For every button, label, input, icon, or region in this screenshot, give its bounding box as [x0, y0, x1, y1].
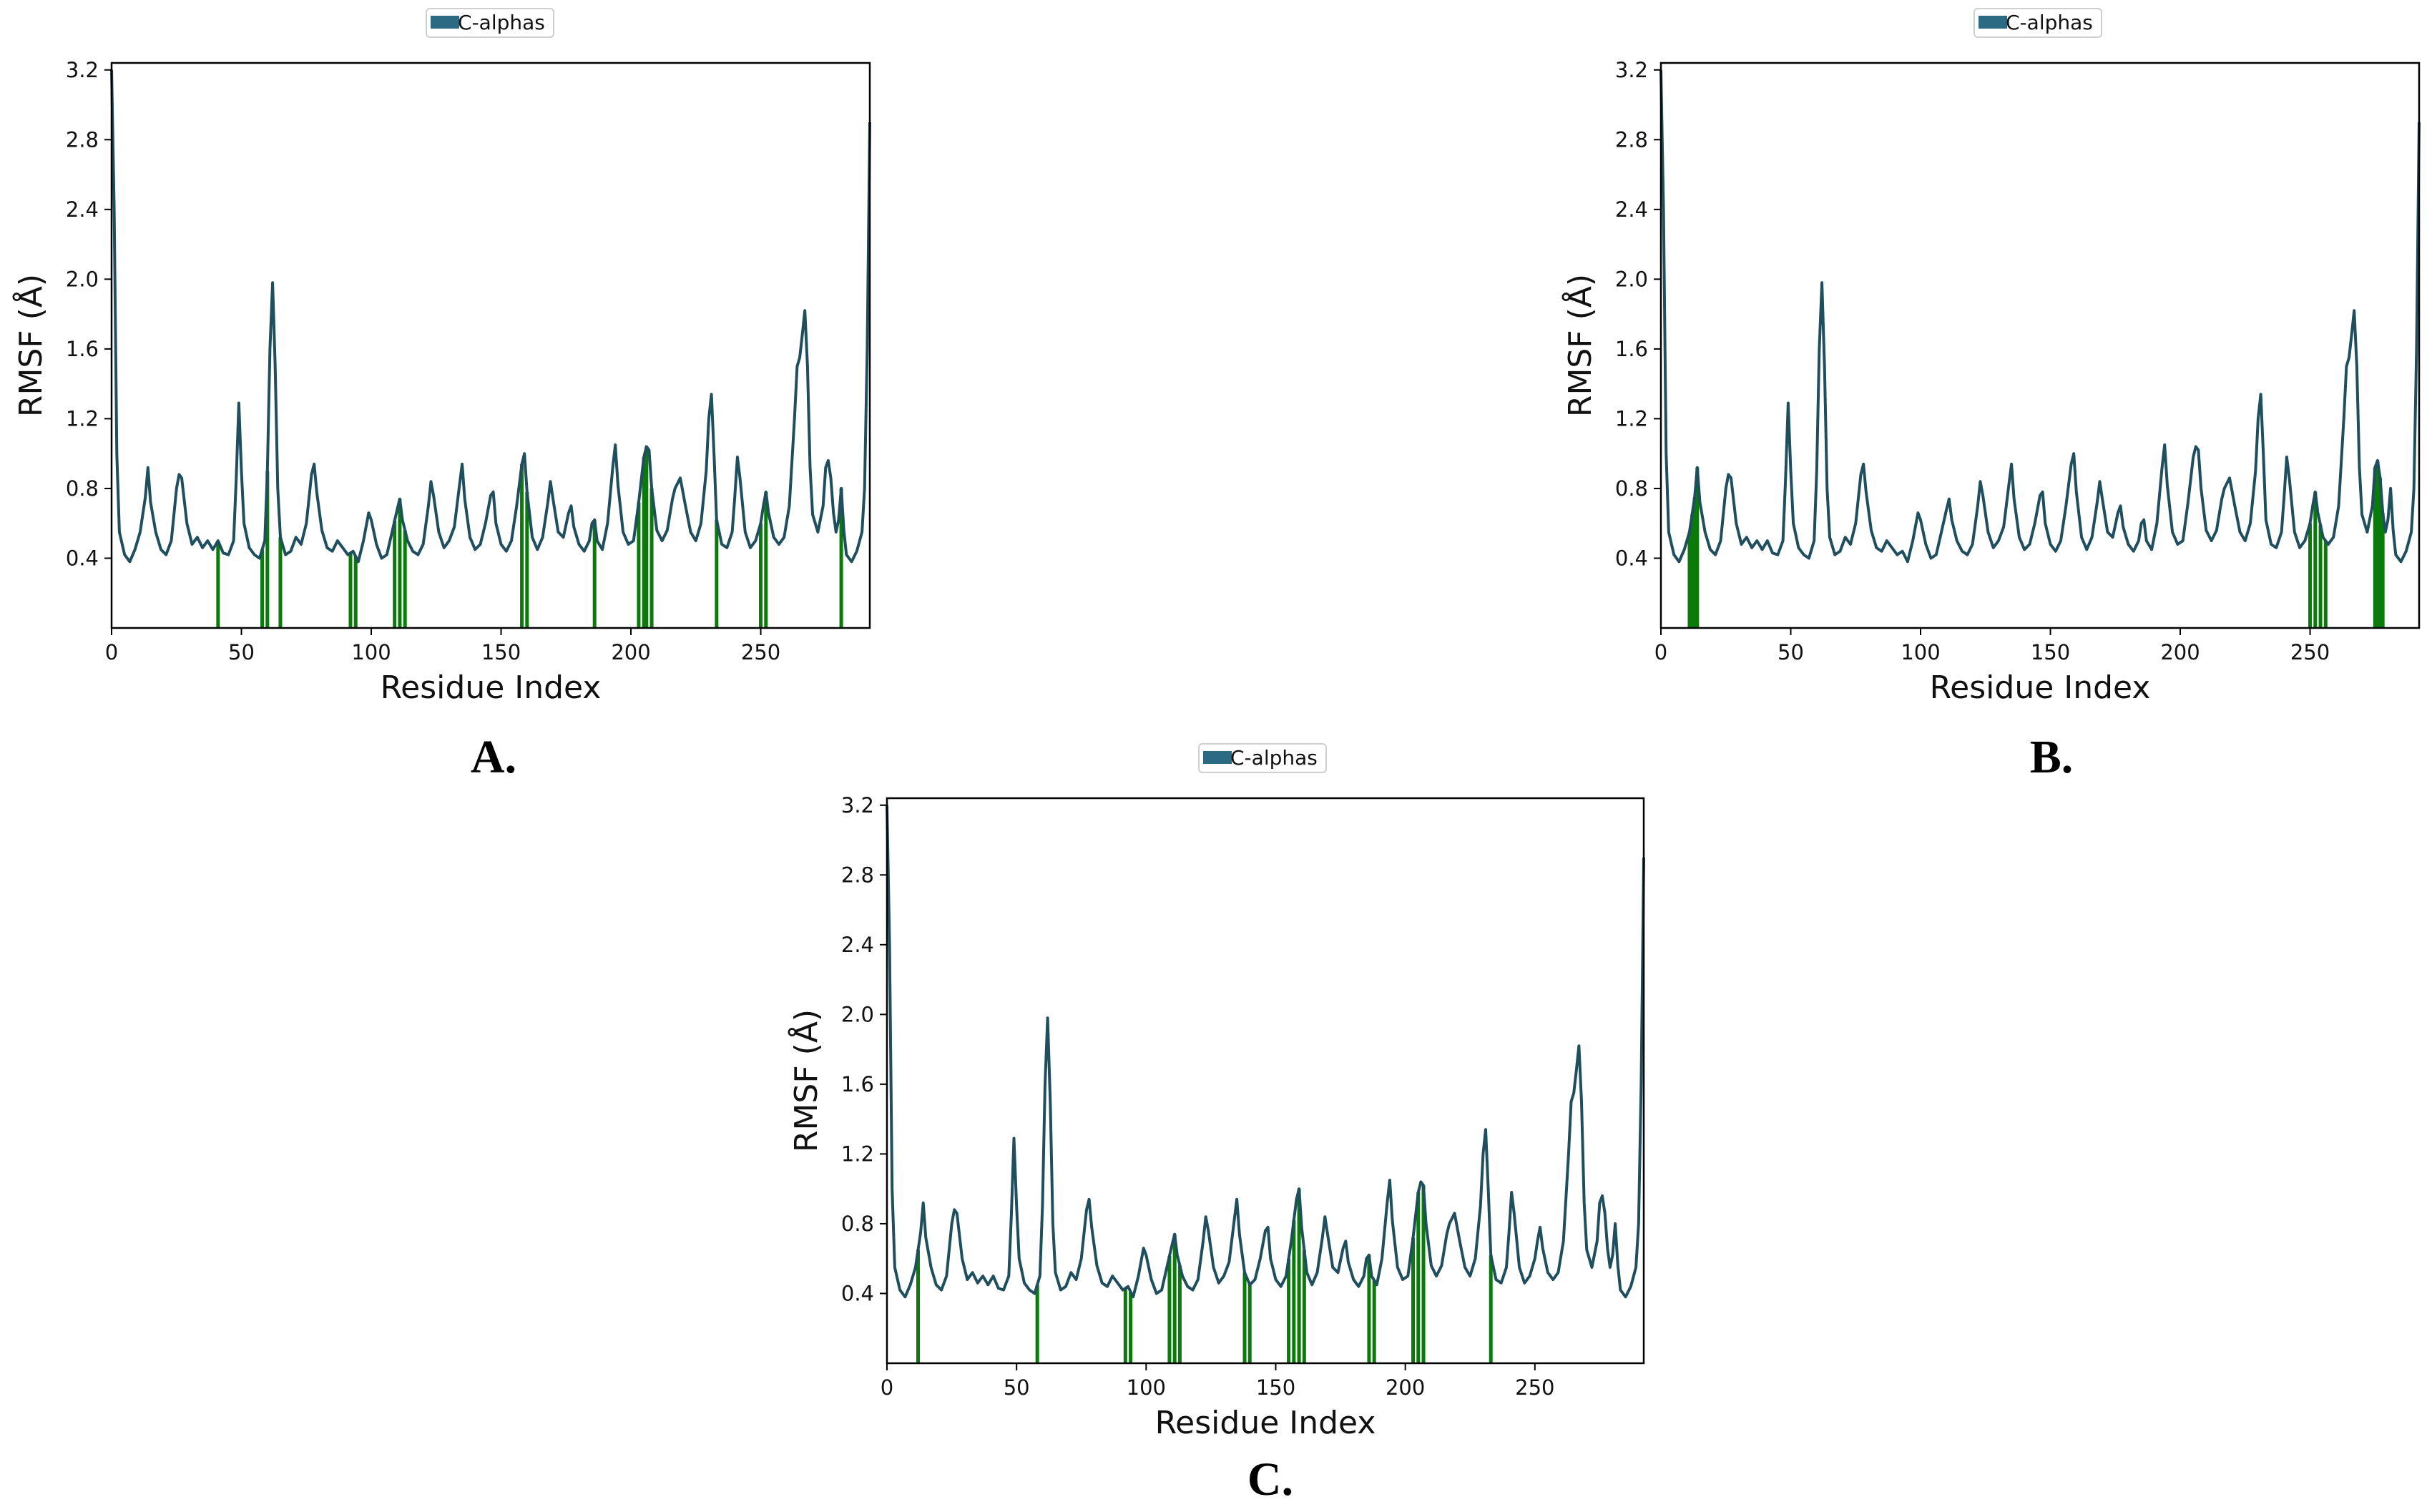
y-tick-label-A-6: 2.8 — [66, 127, 99, 152]
x-tick-label-C-5: 250 — [1515, 1375, 1554, 1400]
panel-label-B: B. — [2030, 731, 2074, 783]
legend-B: C-alphas — [1973, 8, 2102, 38]
y-tick-label-A-5: 2.4 — [66, 197, 99, 222]
legend-C: C-alphas — [1198, 743, 1327, 773]
y-tick-label-A-7: 3.2 — [66, 58, 99, 82]
x-tick-label-A-2: 100 — [351, 640, 391, 664]
x-tick-label-B-1: 50 — [1778, 640, 1804, 664]
legend-swatch-A — [431, 16, 459, 29]
x-tick-label-A-5: 250 — [741, 640, 780, 664]
y-tick-label-B-0: 0.4 — [1615, 546, 1648, 570]
y-tick-label-A-2: 1.2 — [66, 406, 99, 431]
x-tick-label-B-0: 0 — [1654, 640, 1667, 664]
y-tick-label-A-3: 1.6 — [66, 337, 99, 361]
y-tick-label-B-6: 2.8 — [1615, 127, 1648, 152]
x-tick-label-C-4: 200 — [1386, 1375, 1425, 1400]
x-tick-label-A-0: 0 — [105, 640, 118, 664]
chart-panel-B: 0 50 100 150 200 250 0.4 0.8 1.2 1.6 2.0 2.4 2.8 3.2 R… — [1561, 8, 2421, 783]
legend-A: C-alphas — [426, 8, 554, 38]
x-tick-label-B-5: 250 — [2290, 640, 2330, 664]
y-tick-label-C-4: 2.0 — [841, 1002, 874, 1026]
plot-frame-A — [110, 62, 871, 629]
y-tick-label-B-2: 1.2 — [1615, 406, 1648, 431]
y-axis-label-A: RMSF (Å) — [11, 274, 49, 417]
chart-panel-A: 0 50 100 150 200 250 0.4 0.8 1.2 1.6 2.0 2.4 2.8 3.2 R… — [11, 8, 871, 783]
x-tick-label-C-2: 100 — [1127, 1375, 1166, 1400]
panel-label-C: C. — [1247, 1453, 1293, 1506]
y-tick-label-B-5: 2.4 — [1615, 197, 1648, 222]
x-axis-label-C: Residue Index — [1155, 1405, 1376, 1441]
chart-panel-C: 0 50 100 150 200 250 0.4 0.8 1.2 1.6 2.0 2.4 2.8 3.2 R… — [787, 743, 1645, 1506]
legend-entry-B: C-alphas — [2006, 11, 2093, 34]
legend-swatch-C — [1203, 751, 1232, 764]
legend-entry-A: C-alphas — [458, 11, 545, 34]
y-axis-label-B: RMSF (Å) — [1561, 274, 1599, 417]
y-tick-label-B-3: 1.6 — [1615, 337, 1648, 361]
x-tick-label-B-3: 150 — [2031, 640, 2070, 664]
x-axis-label-A: Residue Index — [381, 669, 602, 706]
x-tick-label-B-4: 200 — [2160, 640, 2200, 664]
y-tick-label-B-7: 3.2 — [1615, 58, 1648, 82]
y-tick-label-A-1: 0.8 — [66, 476, 99, 501]
x-tick-label-A-3: 150 — [481, 640, 521, 664]
y-tick-label-B-4: 2.0 — [1615, 267, 1648, 291]
y-tick-label-C-0: 0.4 — [841, 1281, 874, 1305]
x-tick-label-C-1: 50 — [1004, 1375, 1030, 1400]
rmsf-line-B — [1659, 69, 2421, 564]
y-axis-label-C: RMSF (Å) — [787, 1009, 825, 1152]
x-tick-label-A-4: 200 — [611, 640, 650, 664]
plot-frame-B — [1659, 62, 2421, 629]
panel-label-A: A. — [471, 731, 516, 783]
y-tick-label-C-2: 1.2 — [841, 1142, 874, 1166]
y-tick-label-C-1: 0.8 — [841, 1212, 874, 1236]
x-tick-label-A-1: 50 — [228, 640, 255, 664]
legend-entry-C: C-alphas — [1230, 746, 1318, 770]
y-tick-label-A-4: 2.0 — [66, 267, 99, 291]
y-tick-label-B-1: 0.8 — [1615, 476, 1648, 501]
y-tick-label-A-0: 0.4 — [66, 546, 99, 570]
y-tick-label-C-6: 2.8 — [841, 863, 874, 887]
y-tick-label-C-3: 1.6 — [841, 1072, 874, 1096]
plot-frame-C — [886, 797, 1645, 1365]
x-tick-label-C-3: 150 — [1256, 1375, 1295, 1400]
rmsf-line-A — [110, 69, 871, 564]
legend-swatch-B — [1979, 16, 2007, 29]
x-axis-label-B: Residue Index — [1930, 669, 2151, 706]
x-tick-label-C-0: 0 — [881, 1375, 893, 1400]
rmsf-line-C — [886, 805, 1645, 1299]
x-tick-label-B-2: 100 — [1901, 640, 1940, 664]
y-tick-label-C-7: 3.2 — [841, 793, 874, 818]
y-tick-label-C-5: 2.4 — [841, 933, 874, 957]
